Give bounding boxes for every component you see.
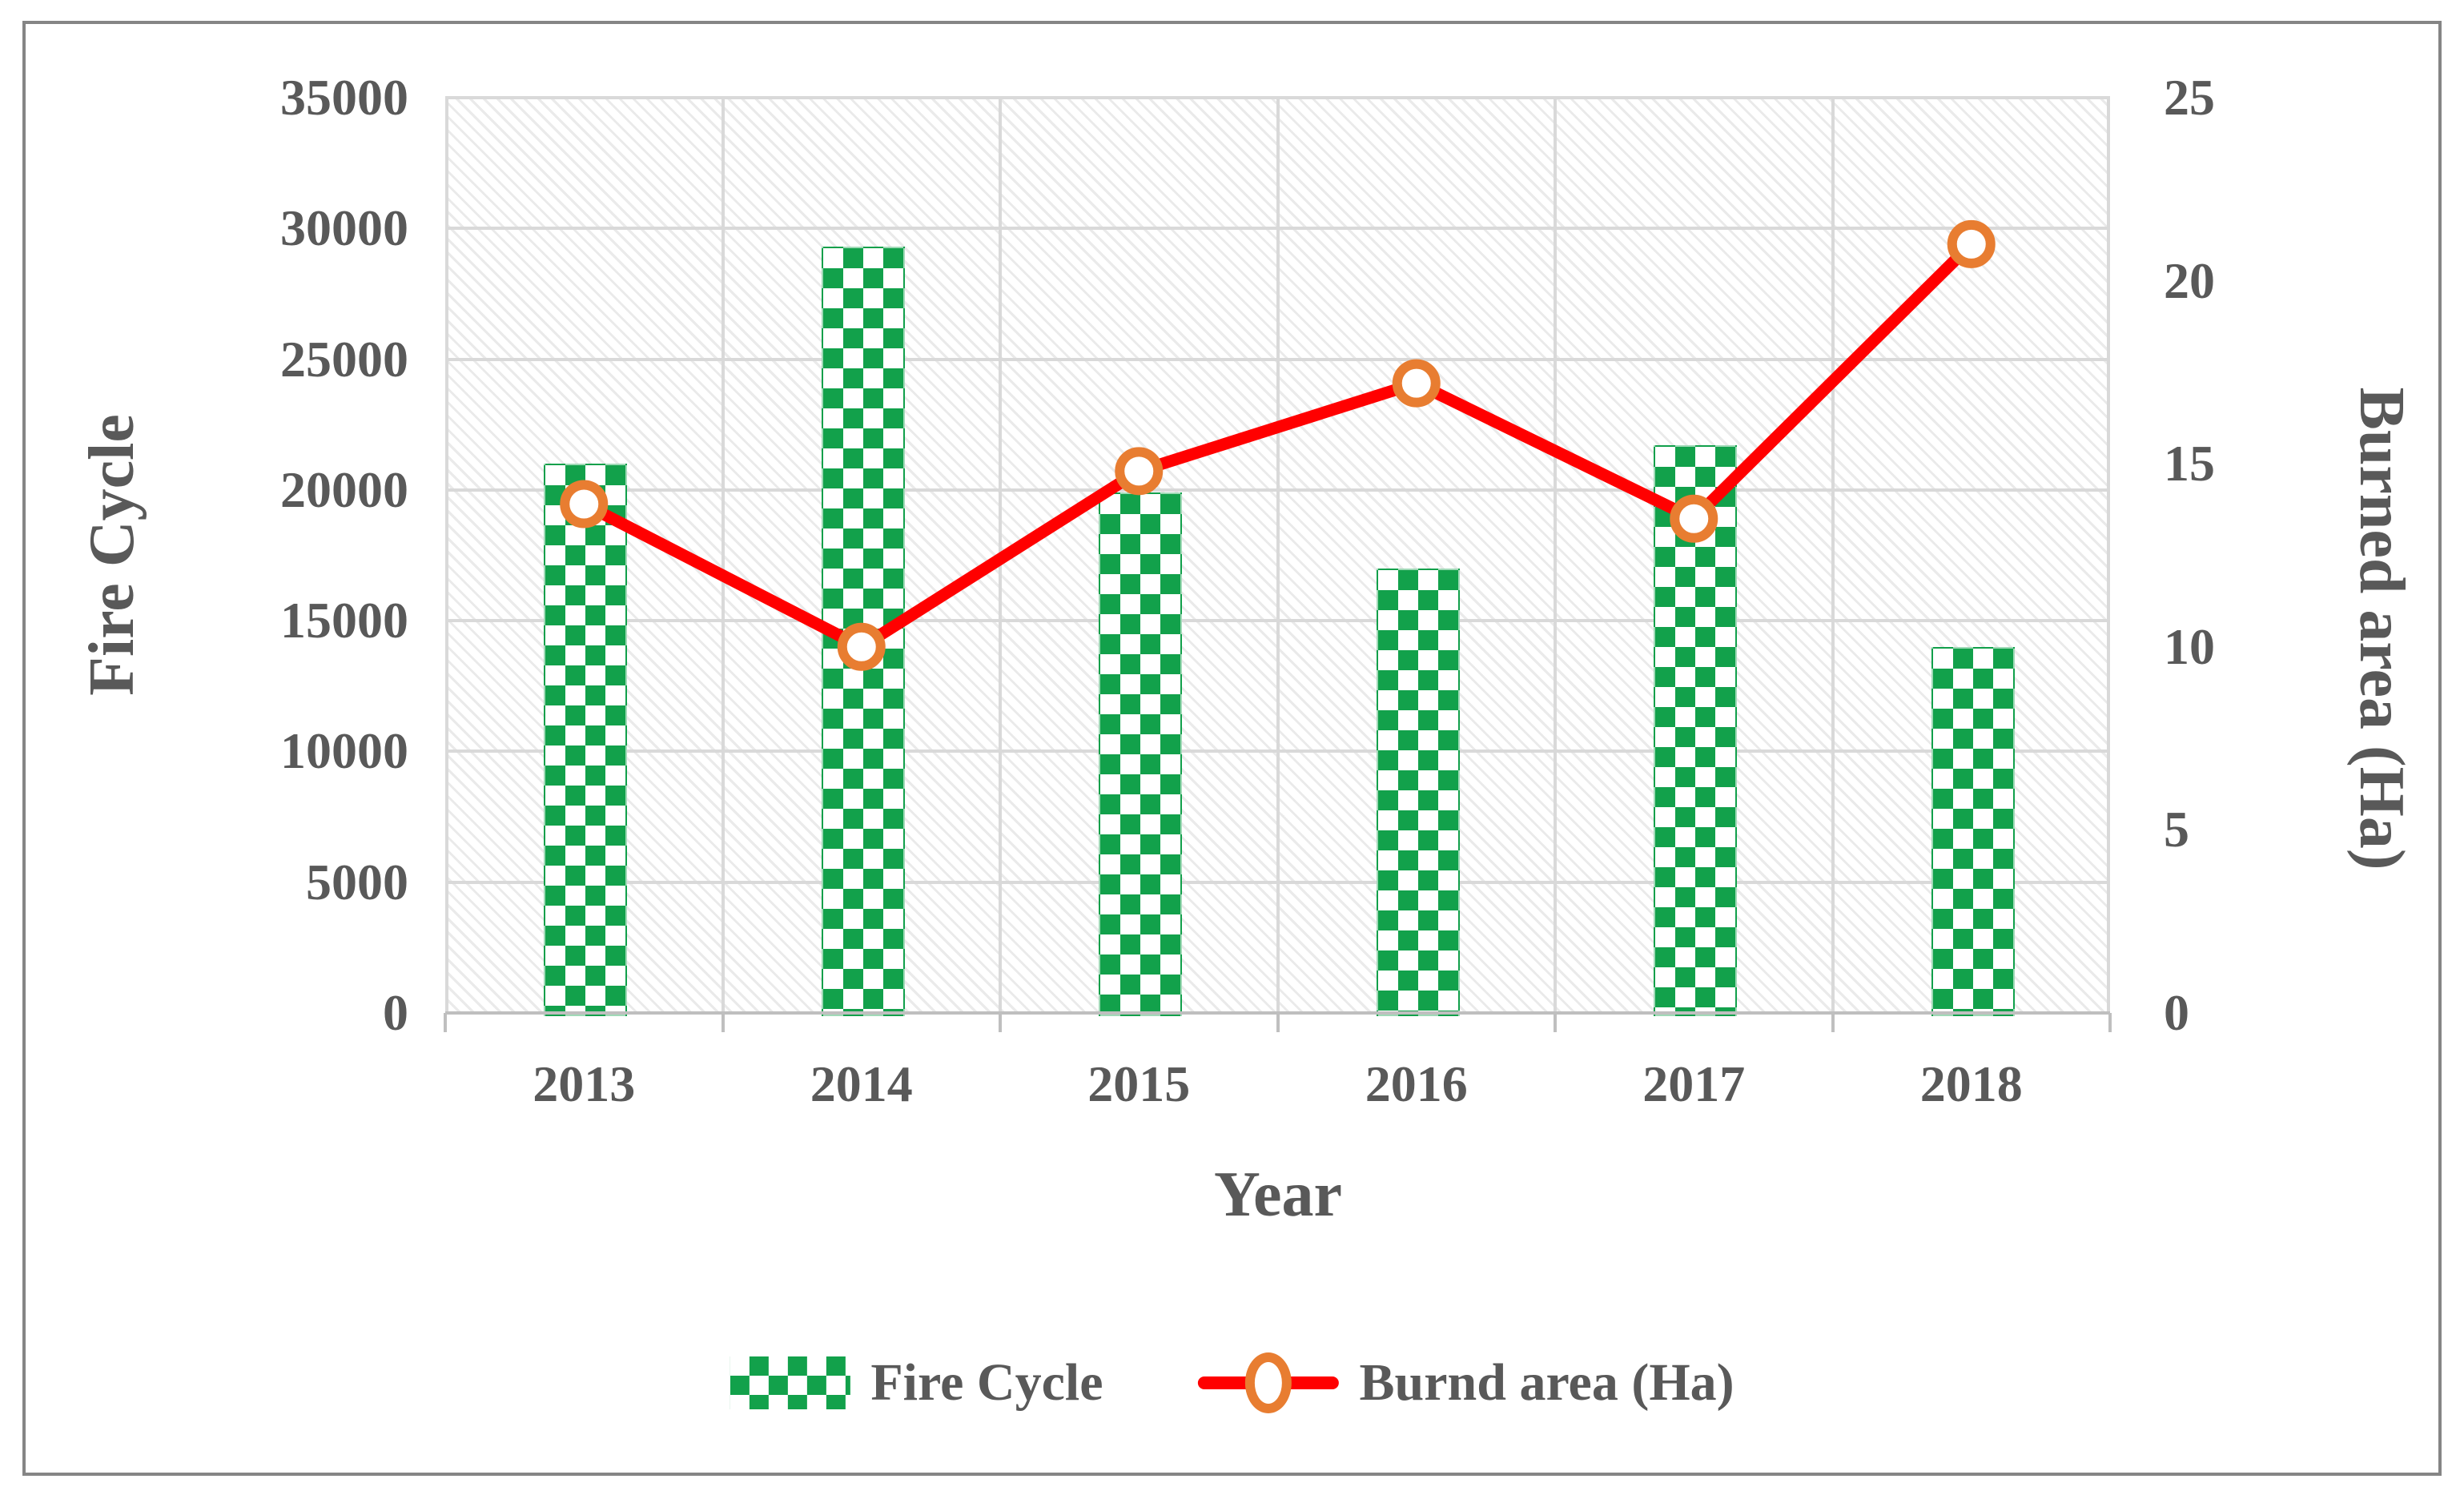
bar-2015: [1099, 492, 1183, 1016]
vertical-gridline: [2107, 98, 2110, 1013]
left-axis-tick-label: 15000: [280, 592, 408, 649]
marker-2018: [1947, 219, 1996, 268]
left-axis-tick-label: 35000: [280, 69, 408, 126]
x-axis-tick-label: 2015: [1087, 1055, 1191, 1112]
left-axis-tick-label: 5000: [306, 853, 408, 910]
legend-label-burnd-area: Burnd area (Ha): [1359, 1353, 1734, 1412]
right-axis-tick-label: 25: [2164, 69, 2215, 126]
right-axis-tick-label: 15: [2164, 435, 2215, 492]
marker-2016: [1392, 359, 1441, 408]
x-axis-tick-mark: [1831, 1013, 1835, 1032]
marker-2017: [1670, 494, 1718, 543]
bar-2017: [1654, 445, 1738, 1016]
x-axis-tick-mark: [1276, 1013, 1280, 1032]
legend: Fire Cycle Burnd area (Ha): [730, 1352, 1734, 1413]
vertical-gridline: [721, 98, 725, 1013]
burnd-area-line-marker-icon: [1197, 1352, 1339, 1413]
x-axis-tick-mark: [2108, 1013, 2112, 1032]
x-axis-tick-label: 2016: [1365, 1055, 1468, 1112]
x-axis-tick-mark: [721, 1013, 725, 1032]
legend-item-fire-cycle: Fire Cycle: [730, 1356, 1103, 1409]
burnd-area-line: [577, 238, 1978, 653]
left-axis-tick-label: 20000: [280, 460, 408, 518]
bar-2018: [1931, 646, 2015, 1016]
right-axis-title: Burned area (Ha): [2346, 387, 2417, 870]
x-axis-title: Year: [1214, 1159, 1342, 1230]
marker-2014: [837, 622, 886, 671]
bar-2013: [544, 464, 628, 1016]
right-axis-tick-label: 20: [2164, 251, 2215, 309]
x-axis-tick-label: 2014: [810, 1055, 913, 1112]
right-axis-tick-label: 10: [2164, 617, 2215, 675]
x-axis-tick-label: 2013: [533, 1055, 636, 1112]
vertical-gridline: [1276, 98, 1280, 1013]
x-axis-tick-label: 2017: [1642, 1055, 1746, 1112]
left-axis-tick-label: 0: [383, 984, 408, 1041]
left-axis-title: Fire Cycle: [77, 414, 147, 696]
fire-cycle-checker-swatch-icon: [730, 1356, 850, 1409]
line-series: [560, 219, 1996, 671]
vertical-gridline: [1554, 98, 1557, 1013]
left-axis-tick-label: 25000: [280, 330, 408, 388]
legend-label-fire-cycle: Fire Cycle: [870, 1353, 1103, 1412]
x-axis-tick-mark: [999, 1013, 1002, 1032]
x-axis-tick-mark: [444, 1013, 447, 1032]
legend-item-burnd-area: Burnd area (Ha): [1197, 1352, 1734, 1413]
marker-2013: [560, 480, 609, 528]
right-axis-tick-label: 5: [2164, 801, 2189, 858]
plot-area: [445, 96, 2110, 1016]
circle-marker-icon: [1244, 1352, 1292, 1413]
right-axis-tick-label: 0: [2164, 984, 2189, 1041]
left-axis-tick-label: 10000: [280, 722, 408, 780]
marker-2015: [1115, 447, 1164, 496]
left-axis-tick-label: 30000: [280, 199, 408, 257]
x-axis-tick-mark: [1554, 1013, 1557, 1032]
bar-2016: [1376, 568, 1460, 1016]
vertical-gridline: [445, 98, 448, 1013]
x-axis-tick-label: 2018: [1919, 1055, 2023, 1112]
vertical-gridline: [1831, 98, 1835, 1013]
